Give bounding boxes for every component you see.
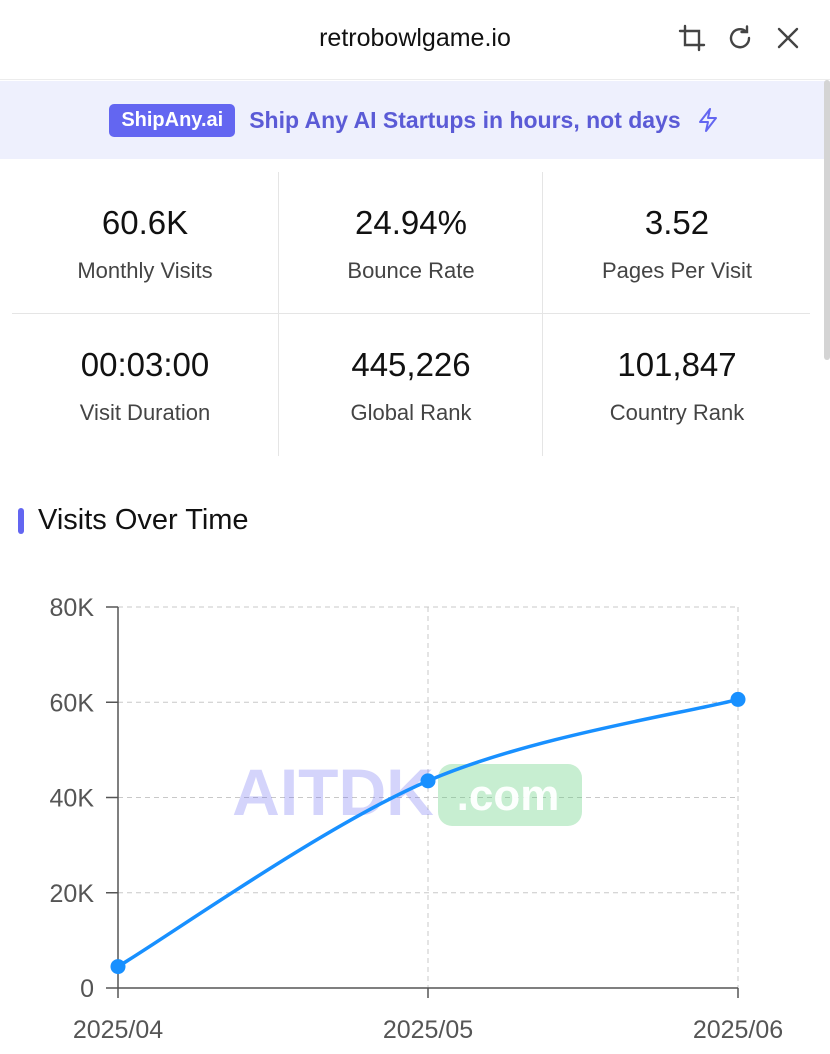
section-title: Visits Over Time <box>38 504 249 536</box>
divider <box>278 172 279 456</box>
promo-banner[interactable]: ShipAny.ai Ship Any AI Startups in hours… <box>0 81 830 159</box>
stat-label: Country Rank <box>609 400 745 425</box>
x-tick-label: 2025/05 <box>383 1016 473 1044</box>
x-tick-label: 2025/06 <box>693 1016 783 1044</box>
section-header: Visits Over Time <box>18 504 249 537</box>
stats-grid: 60.6K Monthly Visits 24.94% Bounce Rate … <box>12 172 810 456</box>
stat-value: 3.52 <box>644 204 710 241</box>
data-point[interactable] <box>110 959 126 975</box>
scrollbar[interactable] <box>824 80 830 360</box>
stat-label: Visit Duration <box>79 400 211 425</box>
watermark-com: .com <box>457 771 560 820</box>
y-tick-label: 80K <box>50 594 95 622</box>
section-accent-bar <box>18 507 24 534</box>
y-tick-label: 20K <box>50 880 95 908</box>
stat-value: 60.6K <box>101 204 189 241</box>
data-point[interactable] <box>730 691 746 707</box>
refresh-icon[interactable] <box>726 24 754 52</box>
stat-value: 445,226 <box>351 346 471 383</box>
stat-label: Pages Per Visit <box>601 258 752 283</box>
stat-visit-duration: 00:03:00 Visit Duration <box>12 314 278 455</box>
close-icon[interactable] <box>774 24 802 52</box>
watermark-pill <box>438 764 582 826</box>
window-header: retrobowlgame.io <box>0 0 830 80</box>
y-tick-label: 0 <box>80 975 94 1003</box>
visits-chart: AITDK .com 0 20K 40K 60K 80K 2025/04 2025/05 20… <box>0 570 830 1054</box>
promo-text[interactable]: Ship Any AI Startups in hours, not days <box>249 106 681 133</box>
stat-pages-per-visit: 3.52 Pages Per Visit <box>544 172 810 313</box>
stat-label: Monthly Visits <box>77 258 213 283</box>
data-point[interactable] <box>420 773 436 789</box>
stat-value: 00:03:00 <box>80 346 210 383</box>
stat-value: 24.94% <box>355 204 467 241</box>
lightning-icon <box>695 107 721 133</box>
promo-badge[interactable]: ShipAny.ai <box>109 103 236 137</box>
stat-label: Global Rank <box>350 400 472 425</box>
stat-value: 101,847 <box>617 346 737 383</box>
site-title: retrobowlgame.io <box>319 24 511 52</box>
divider <box>542 172 543 456</box>
y-tick-label: 40K <box>50 785 95 813</box>
x-tick-label: 2025/04 <box>73 1016 163 1044</box>
stat-monthly-visits: 60.6K Monthly Visits <box>12 172 278 313</box>
stat-bounce-rate: 24.94% Bounce Rate <box>278 172 544 313</box>
watermark: AITDK .com <box>232 755 582 829</box>
stat-label: Bounce Rate <box>347 258 475 283</box>
divider <box>12 313 810 314</box>
crop-icon[interactable] <box>678 24 706 52</box>
header-actions <box>678 24 802 52</box>
chart-svg: AITDK .com 0 20K 40K 60K 80K 2025/04 2025/05 20… <box>50 594 784 1044</box>
stat-global-rank: 445,226 Global Rank <box>278 314 544 455</box>
y-tick-label: 60K <box>50 689 95 717</box>
stat-country-rank: 101,847 Country Rank <box>544 314 810 455</box>
